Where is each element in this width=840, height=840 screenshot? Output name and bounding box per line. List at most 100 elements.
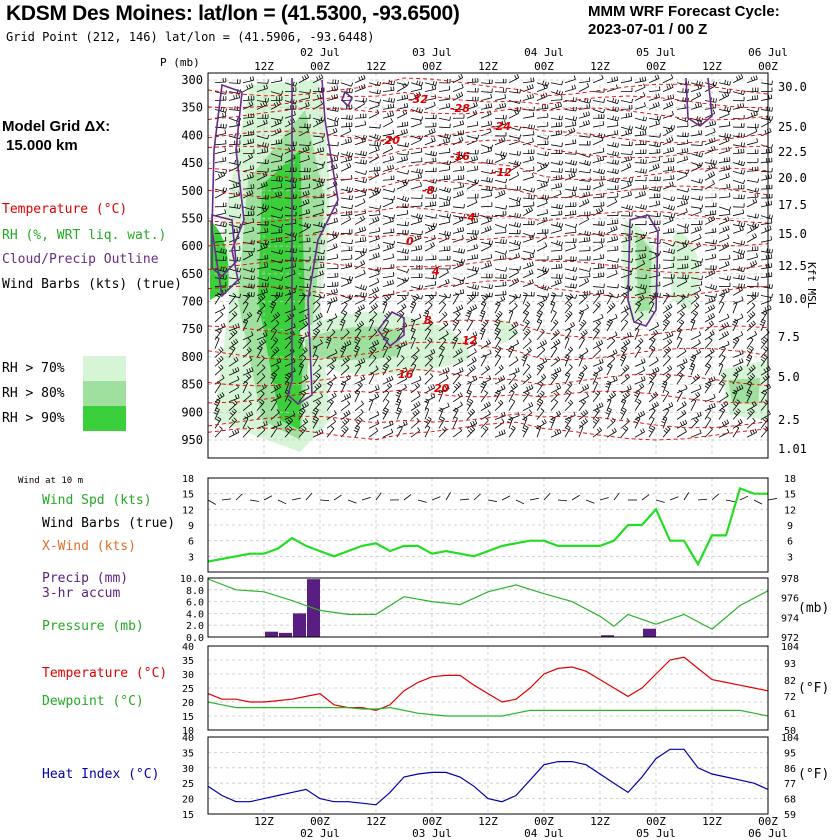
wind-barb-shaft	[690, 296, 700, 305]
wind-barb-flag	[567, 348, 572, 352]
wind-barb-flag	[330, 425, 335, 429]
wind-barb-flag	[348, 393, 352, 397]
wind-barb-flag	[298, 365, 303, 368]
wind-barb-shaft	[718, 187, 730, 190]
wind-barb-flag	[264, 97, 267, 102]
wind-barb-flag	[496, 319, 501, 322]
wind-barb-flag	[251, 101, 254, 105]
wind-barb-shaft	[578, 401, 587, 411]
wind-barb-shaft	[312, 286, 324, 289]
wind-barb-flag	[449, 160, 451, 165]
wind-barb-flag	[382, 303, 387, 306]
wind-barb-flag	[574, 121, 577, 126]
wind-barb-flag	[753, 294, 757, 299]
wind-barb-flag	[439, 354, 444, 357]
wind-barb-flag	[645, 117, 648, 122]
wind-barb-flag	[232, 292, 237, 297]
wind-barb-flag	[442, 337, 447, 341]
wind-barb-flag	[396, 409, 401, 413]
wind-barb-flag	[246, 174, 249, 179]
wind-barb-flag	[491, 178, 493, 183]
wind-barb-flag	[286, 374, 291, 378]
wind-barb-flag	[763, 354, 768, 358]
wind-barb-shaft	[424, 258, 437, 261]
wind-barb-flag	[418, 245, 420, 250]
wind-barb-flag	[757, 108, 760, 113]
wind-barb-shaft	[676, 197, 688, 201]
wind-barb-shaft	[732, 374, 739, 385]
wind-barb-flag	[540, 375, 545, 380]
wind-barb-shaft	[368, 126, 380, 129]
wind-barb-flag	[404, 277, 407, 282]
wind-barb-shaft	[536, 299, 548, 305]
wind-barb-flag	[612, 350, 616, 355]
wind-barb-flag	[693, 419, 697, 423]
wind-barb-shaft	[564, 88, 576, 93]
wind-barb-flag	[278, 249, 281, 254]
wind-barb-flag	[740, 89, 743, 95]
wind-barb-flag	[346, 279, 350, 284]
wind-barb-flag	[713, 137, 716, 142]
wind-barb-shaft	[704, 248, 716, 252]
wind-barb-flag	[225, 222, 227, 227]
wind-barb-shaft	[536, 312, 543, 323]
wind-barb-flag	[389, 112, 392, 117]
wind-barb-shaft	[480, 179, 492, 183]
wind-barb-flag	[538, 365, 543, 369]
wind-barb-flag	[584, 199, 588, 204]
wind-barb-shaft	[368, 290, 380, 296]
wind-barb-flag	[459, 183, 462, 188]
wind-barb-flag	[558, 241, 561, 246]
wind-barb-shaft	[564, 295, 576, 299]
wind-barb-flag	[369, 350, 374, 354]
wind-barb-flag	[343, 427, 347, 432]
wind-barb-flag	[447, 367, 450, 372]
wind-barb-shaft	[340, 295, 352, 300]
wind-barb-flag	[567, 383, 571, 387]
wind-barb-shaft	[270, 91, 282, 95]
wind-barb-flag	[656, 322, 660, 326]
wind-barb-shaft	[480, 124, 492, 128]
wind-barb-flag	[320, 222, 323, 227]
wind-barb-shaft	[606, 321, 613, 332]
wind-barb-shaft	[564, 142, 576, 146]
wind-barb-shaft	[746, 78, 758, 84]
wind-barb-flag	[690, 356, 695, 360]
wind-barb-flag	[538, 318, 543, 322]
wind-barb-flag	[458, 217, 462, 222]
wind-barb-shaft	[298, 187, 310, 190]
wind-barb-flag	[513, 322, 517, 327]
wind-barb-flag	[608, 292, 613, 296]
wind-barb-shaft	[214, 212, 226, 217]
wind-barb-flag	[461, 216, 464, 221]
wind-barb-flag	[433, 101, 436, 106]
wind-barb-flag	[302, 419, 306, 424]
wind-barb-flag	[455, 383, 460, 388]
wind-barb-shaft	[648, 295, 660, 298]
wind-barb-shaft	[396, 132, 408, 137]
wind-barb-flag	[402, 421, 406, 426]
wind-barb-flag	[558, 204, 561, 209]
wind-barb-flag	[611, 337, 616, 342]
wind-barb-shaft	[592, 246, 604, 252]
wind-barb-flag	[360, 159, 362, 164]
wind-barb-flag	[615, 269, 618, 274]
wind-barb-flag	[430, 150, 432, 155]
wind-barb-flag	[471, 219, 474, 224]
wind-barb-shaft	[704, 418, 712, 429]
wind-barb-shaft	[242, 193, 254, 199]
wind-barb-flag	[724, 261, 728, 266]
wind-barb-flag	[218, 366, 222, 370]
wind-barb-flag	[430, 226, 433, 230]
wind-barb-flag	[615, 376, 618, 381]
wind-barb-shaft	[592, 124, 604, 128]
wind-barb-flag	[334, 85, 336, 90]
wind-barb-shaft	[242, 394, 252, 403]
wind-barb-flag	[659, 142, 661, 147]
wind-barb-shaft	[746, 196, 758, 199]
wind-barb-flag	[537, 312, 542, 316]
wind-barb-flag	[412, 363, 416, 366]
wind-barb-flag	[253, 275, 255, 280]
wind-barb-flag	[642, 233, 646, 238]
wind-barb-flag	[463, 259, 466, 264]
